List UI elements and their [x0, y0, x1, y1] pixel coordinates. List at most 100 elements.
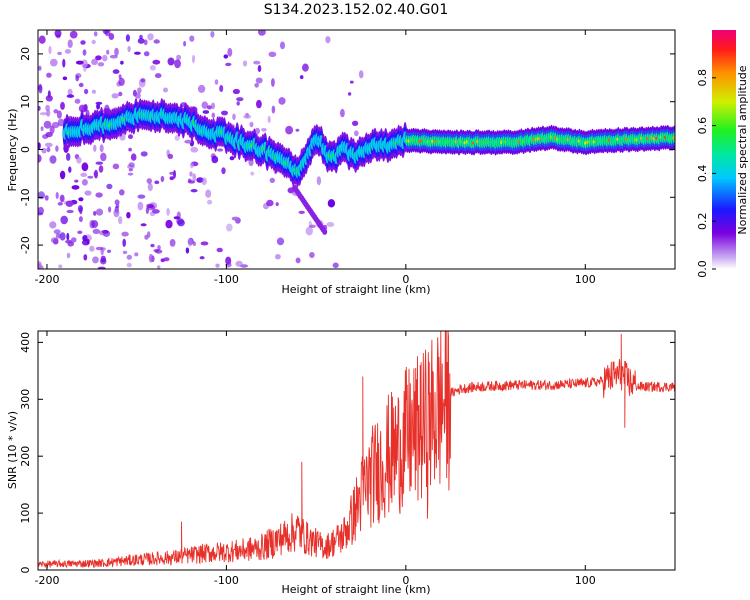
- spectrogram-ridge: [62, 98, 675, 235]
- noise-blob: [201, 101, 209, 109]
- noise-blob: [352, 120, 359, 127]
- noise-blob: [128, 162, 135, 168]
- noise-blob: [173, 216, 180, 220]
- noise-blob: [184, 139, 192, 144]
- noise-blob: [214, 79, 219, 85]
- snr-y-label: SNR (10 * v/v): [6, 411, 19, 489]
- noise-blob: [44, 195, 49, 201]
- noise-blob: [57, 51, 62, 56]
- noise-blob: [219, 85, 224, 92]
- noise-blob: [157, 265, 161, 269]
- noise-blob: [106, 49, 110, 55]
- noise-blob: [190, 189, 198, 193]
- noise-blob: [137, 87, 142, 94]
- noise-blob: [100, 152, 107, 162]
- noise-blob: [216, 247, 223, 253]
- noise-blob: [82, 49, 87, 56]
- noise-blob: [120, 60, 124, 65]
- noise-blob: [242, 60, 248, 67]
- noise-blob: [59, 170, 66, 180]
- noise-blob: [95, 55, 102, 61]
- noise-blob: [43, 120, 52, 129]
- noise-blob: [69, 30, 78, 39]
- noise-blob: [106, 183, 113, 190]
- noise-blob: [38, 83, 42, 91]
- noise-blob: [147, 33, 154, 41]
- x-tick-label: 0: [402, 574, 409, 587]
- noise-blob: [255, 77, 263, 84]
- noise-blob: [40, 126, 44, 131]
- noise-blob: [157, 245, 161, 250]
- noise-blob: [126, 262, 132, 268]
- noise-blob: [285, 125, 293, 135]
- noise-blob: [146, 178, 152, 184]
- noise-blob: [139, 34, 143, 40]
- noise-blob: [46, 109, 51, 117]
- noise-blob: [140, 78, 146, 83]
- noise-blob: [153, 39, 160, 44]
- noise-blob: [258, 30, 266, 36]
- noise-blob: [66, 152, 71, 161]
- noise-blob: [225, 62, 232, 67]
- noise-blob: [199, 256, 205, 260]
- noise-blob: [55, 233, 61, 239]
- noise-blob: [210, 153, 216, 160]
- y-tick-label: -10: [19, 188, 32, 206]
- noise-blob: [66, 252, 71, 259]
- noise-blob: [78, 216, 83, 223]
- noise-blob: [57, 118, 65, 127]
- noise-blob: [137, 38, 145, 44]
- x-tick-label: 100: [575, 273, 596, 286]
- noise-blob: [332, 262, 339, 269]
- noise-blob: [266, 199, 274, 207]
- noise-blob: [250, 171, 255, 176]
- colorbar-gradient: [712, 30, 736, 269]
- snr-plot-area: [38, 331, 675, 569]
- noise-blob: [192, 173, 196, 182]
- noise-blob: [50, 237, 59, 244]
- noise-blob: [256, 99, 262, 109]
- noise-blob: [74, 98, 81, 104]
- noise-blob: [206, 105, 212, 110]
- noise-blob: [122, 250, 128, 255]
- noise-blob: [243, 114, 252, 119]
- noise-blob: [91, 89, 96, 94]
- noise-blob: [326, 222, 335, 227]
- noise-blob: [49, 221, 57, 229]
- y-tick-label: -20: [19, 236, 32, 254]
- noise-blob: [95, 161, 104, 165]
- snr-frame: [37, 330, 676, 571]
- noise-blob: [227, 47, 233, 57]
- noise-blob: [56, 110, 62, 119]
- noise-blob: [205, 189, 212, 198]
- noise-blob: [38, 35, 46, 44]
- noise-blob: [347, 92, 352, 96]
- noise-blob: [118, 91, 123, 97]
- noise-blob: [152, 209, 160, 214]
- y-tick-label: 0: [19, 567, 32, 574]
- noise-blob: [253, 60, 261, 65]
- noise-blob: [38, 105, 41, 111]
- noise-blob: [38, 142, 41, 150]
- noise-blob: [302, 63, 309, 72]
- noise-blob: [134, 51, 141, 55]
- noise-blob: [137, 194, 146, 199]
- noise-blob: [298, 210, 305, 214]
- noise-blob: [225, 256, 232, 265]
- colorbar-tick-label: 0.8: [696, 69, 709, 87]
- noise-blob: [114, 47, 119, 56]
- noise-blob: [41, 147, 47, 154]
- spectrogram-y-axis: -20 -10 0 10 20: [19, 47, 675, 254]
- noise-blob: [54, 30, 62, 38]
- noise-blob: [165, 219, 173, 229]
- noise-blob: [118, 77, 125, 86]
- noise-blob: [154, 73, 162, 79]
- noise-blob: [96, 103, 101, 110]
- noise-blob: [49, 155, 57, 164]
- noise-blob: [236, 97, 244, 102]
- noise-blob: [49, 125, 55, 134]
- noise-blob: [57, 202, 63, 206]
- noise-blob: [127, 172, 134, 176]
- noise-blob: [78, 104, 87, 113]
- noise-blob: [231, 216, 239, 221]
